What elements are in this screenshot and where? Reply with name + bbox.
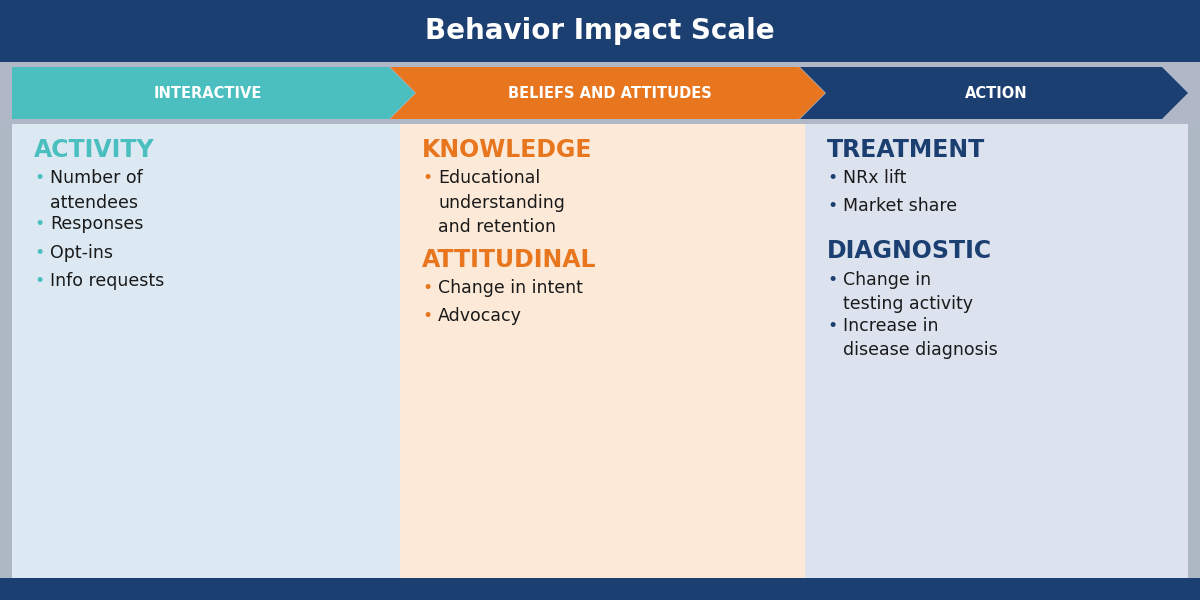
Text: •: • [34, 215, 44, 233]
Text: Responses: Responses [50, 215, 143, 233]
Bar [805, 124, 1188, 578]
Text: •: • [422, 279, 432, 297]
Text: •: • [827, 169, 838, 187]
Text: •: • [827, 317, 838, 335]
Text: DIAGNOSTIC: DIAGNOSTIC [827, 239, 992, 263]
Text: Advocacy: Advocacy [438, 307, 522, 325]
Text: •: • [422, 307, 432, 325]
Text: Educational
understanding
and retention: Educational understanding and retention [438, 169, 565, 236]
Bar [0, 62, 1200, 124]
Bar [400, 124, 805, 578]
Text: Market share: Market share [842, 197, 958, 215]
Text: •: • [827, 271, 838, 289]
Text: •: • [827, 197, 838, 215]
Bar [0, 0, 1200, 62]
Polygon shape [390, 67, 826, 119]
Text: Number of
attendees: Number of attendees [50, 169, 143, 211]
Text: KNOWLEDGE: KNOWLEDGE [422, 138, 593, 162]
Text: ATTITUDINAL: ATTITUDINAL [422, 248, 596, 272]
Bar [12, 124, 400, 578]
Text: Change in intent: Change in intent [438, 279, 583, 297]
Text: •: • [34, 244, 44, 262]
Polygon shape [12, 67, 415, 119]
Text: INTERACTIVE: INTERACTIVE [154, 85, 263, 100]
Text: ACTION: ACTION [965, 85, 1028, 100]
Text: TREATMENT: TREATMENT [827, 138, 985, 162]
Bar [0, 578, 1200, 600]
Text: Behavior Impact Scale: Behavior Impact Scale [425, 17, 775, 45]
Text: NRx lift: NRx lift [842, 169, 906, 187]
Polygon shape [800, 67, 1188, 119]
Text: ACTIVITY: ACTIVITY [34, 138, 155, 162]
Text: Increase in
disease diagnosis: Increase in disease diagnosis [842, 317, 997, 359]
Text: •: • [34, 169, 44, 187]
Text: BELIEFS AND ATTITUDES: BELIEFS AND ATTITUDES [509, 85, 712, 100]
Text: Info requests: Info requests [50, 272, 164, 290]
Text: Change in
testing activity: Change in testing activity [842, 271, 973, 313]
Text: •: • [422, 169, 432, 187]
Text: •: • [34, 272, 44, 290]
Text: Opt-ins: Opt-ins [50, 244, 113, 262]
